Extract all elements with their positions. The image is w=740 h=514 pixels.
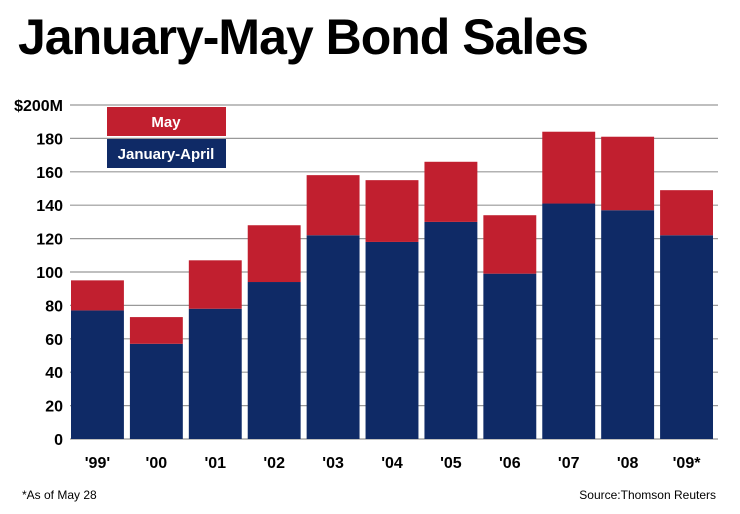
y-tick-label: 100 [36,265,63,282]
bar-may [129,317,183,344]
y-tick-label: 60 [45,332,63,349]
x-tick-label: '09* [673,455,702,472]
bar-january-april [660,235,713,439]
chart-title: January-May Bond Sales [18,9,589,65]
x-tick-label: '03 [322,455,344,472]
x-tick-label: '00 [146,455,168,472]
bar-may [542,131,596,204]
y-tick-label: 20 [45,399,63,416]
bar-may [483,215,537,274]
bar-january-april [71,310,124,439]
x-tick-label: '08 [617,455,639,472]
y-tick-label: 160 [36,165,63,182]
bar-january-april [483,273,537,439]
bar-january-april [247,282,301,439]
y-tick-label: 140 [36,198,63,215]
footnote: *As of May 28 [22,488,97,502]
bar-january-april [601,210,655,439]
source-note: Source:Thomson Reuters [579,488,716,502]
y-tick-label: 80 [45,298,63,315]
legend-label-may: May [151,114,181,131]
y-tick-label: 120 [36,232,63,249]
bar-january-april [129,343,183,439]
bar-may [306,175,360,236]
y-tick-label: $200M [14,98,63,115]
bar-may [71,280,124,311]
legend-label-january-april: January-April [118,146,215,163]
bar-january-april [188,308,242,439]
x-tick-label: '99' [85,455,110,472]
bar-january-april [365,241,419,439]
y-tick-label: 0 [54,432,63,449]
x-tick-label: '07 [558,455,580,472]
legend-swatch-may [107,107,226,136]
bar-may [424,161,478,222]
legend-swatch-january-april [107,139,226,168]
bar-may [601,136,655,211]
bar-may [660,190,713,236]
x-tick-label: '06 [499,455,521,472]
bar-january-april [542,203,596,439]
bar-january-april [424,221,478,439]
bar-may [188,260,242,309]
y-tick-label: 180 [36,131,63,148]
x-tick-label: '02 [263,455,285,472]
y-tick-label: 40 [45,365,63,382]
bar-may [365,180,419,242]
bar-january-april [306,235,360,439]
x-tick-label: '04 [381,455,403,472]
x-tick-label: '05 [440,455,462,472]
x-tick-label: '01 [204,455,226,472]
bar-may [247,225,301,283]
